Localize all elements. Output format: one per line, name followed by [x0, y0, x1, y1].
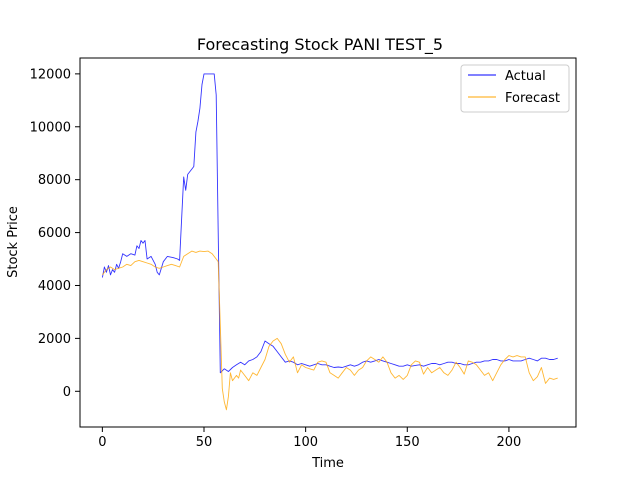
- y-tick-label: 10000: [30, 120, 71, 135]
- x-axis-label: Time: [311, 456, 344, 471]
- y-tick-label: 0: [63, 385, 71, 400]
- x-tick-label: 50: [196, 435, 213, 450]
- y-tick-label: 6000: [38, 226, 71, 241]
- legend-label-forecast: Forecast: [505, 91, 560, 106]
- x-axis: 0 50 100 150 200: [98, 427, 521, 450]
- plot-frame: [79, 57, 577, 428]
- chart-title: Forecasting Stock PANI TEST_5: [197, 35, 443, 55]
- x-tick-label: 100: [293, 435, 318, 450]
- legend-box: [460, 64, 570, 113]
- y-axis-label: Stock Price: [6, 206, 21, 278]
- x-tick-label: 150: [395, 435, 420, 450]
- y-tick-label: 12000: [30, 67, 71, 82]
- y-tick-label: 4000: [38, 279, 71, 294]
- series-line-forecast: [102, 250, 558, 411]
- x-tick-label: 0: [98, 435, 106, 450]
- series-line-actual: [101, 73, 558, 374]
- y-axis: 0 2000 4000 6000 8000 10000 12000: [30, 67, 80, 400]
- legend-label-actual: Actual: [505, 69, 546, 84]
- series-layer: [101, 73, 558, 411]
- legend: Actual Forecast: [460, 64, 570, 113]
- y-tick-label: 2000: [38, 332, 71, 347]
- y-tick-label: 8000: [38, 173, 71, 188]
- x-tick-label: 200: [497, 435, 522, 450]
